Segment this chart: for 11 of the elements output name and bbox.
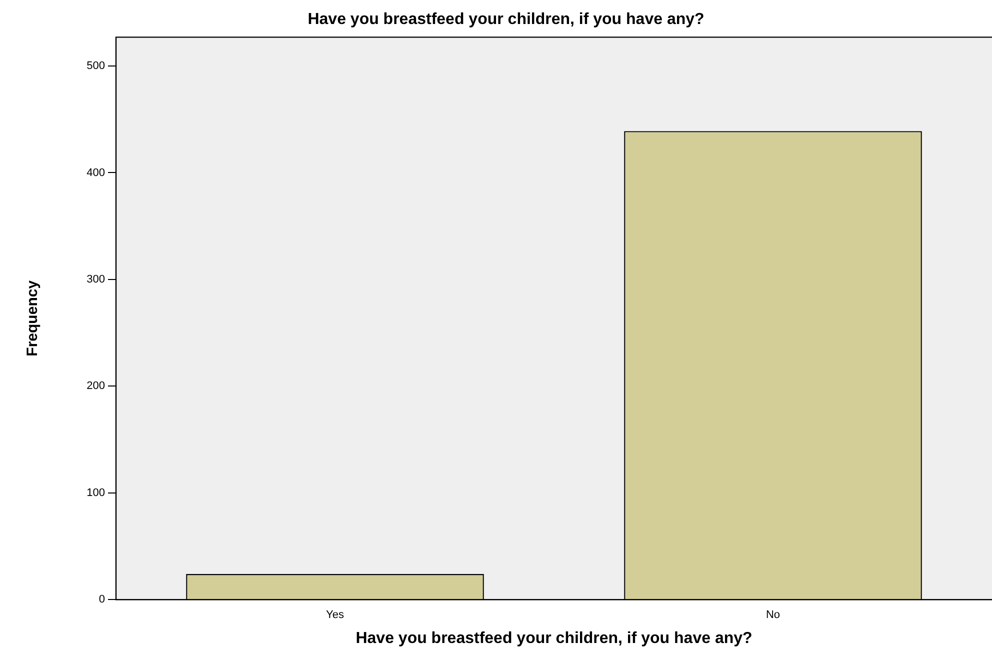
y-axis-title: Frequency [24, 280, 42, 356]
y-tick-label: 300 [86, 273, 105, 286]
y-tick-label: 0 [98, 594, 105, 606]
chart-title: Have you breastfeed your children, if you have any? [308, 11, 704, 28]
y-tick-label: 400 [86, 166, 105, 179]
y-tick-label: 500 [86, 60, 105, 72]
x-tick-label: Yes [326, 609, 344, 622]
x-axis-title: Have you breastfeed your children, if you have any? [356, 630, 752, 647]
y-tick-label: 100 [86, 486, 105, 499]
y-tick-label: 200 [86, 380, 105, 392]
x-tick-label: No [766, 609, 780, 622]
